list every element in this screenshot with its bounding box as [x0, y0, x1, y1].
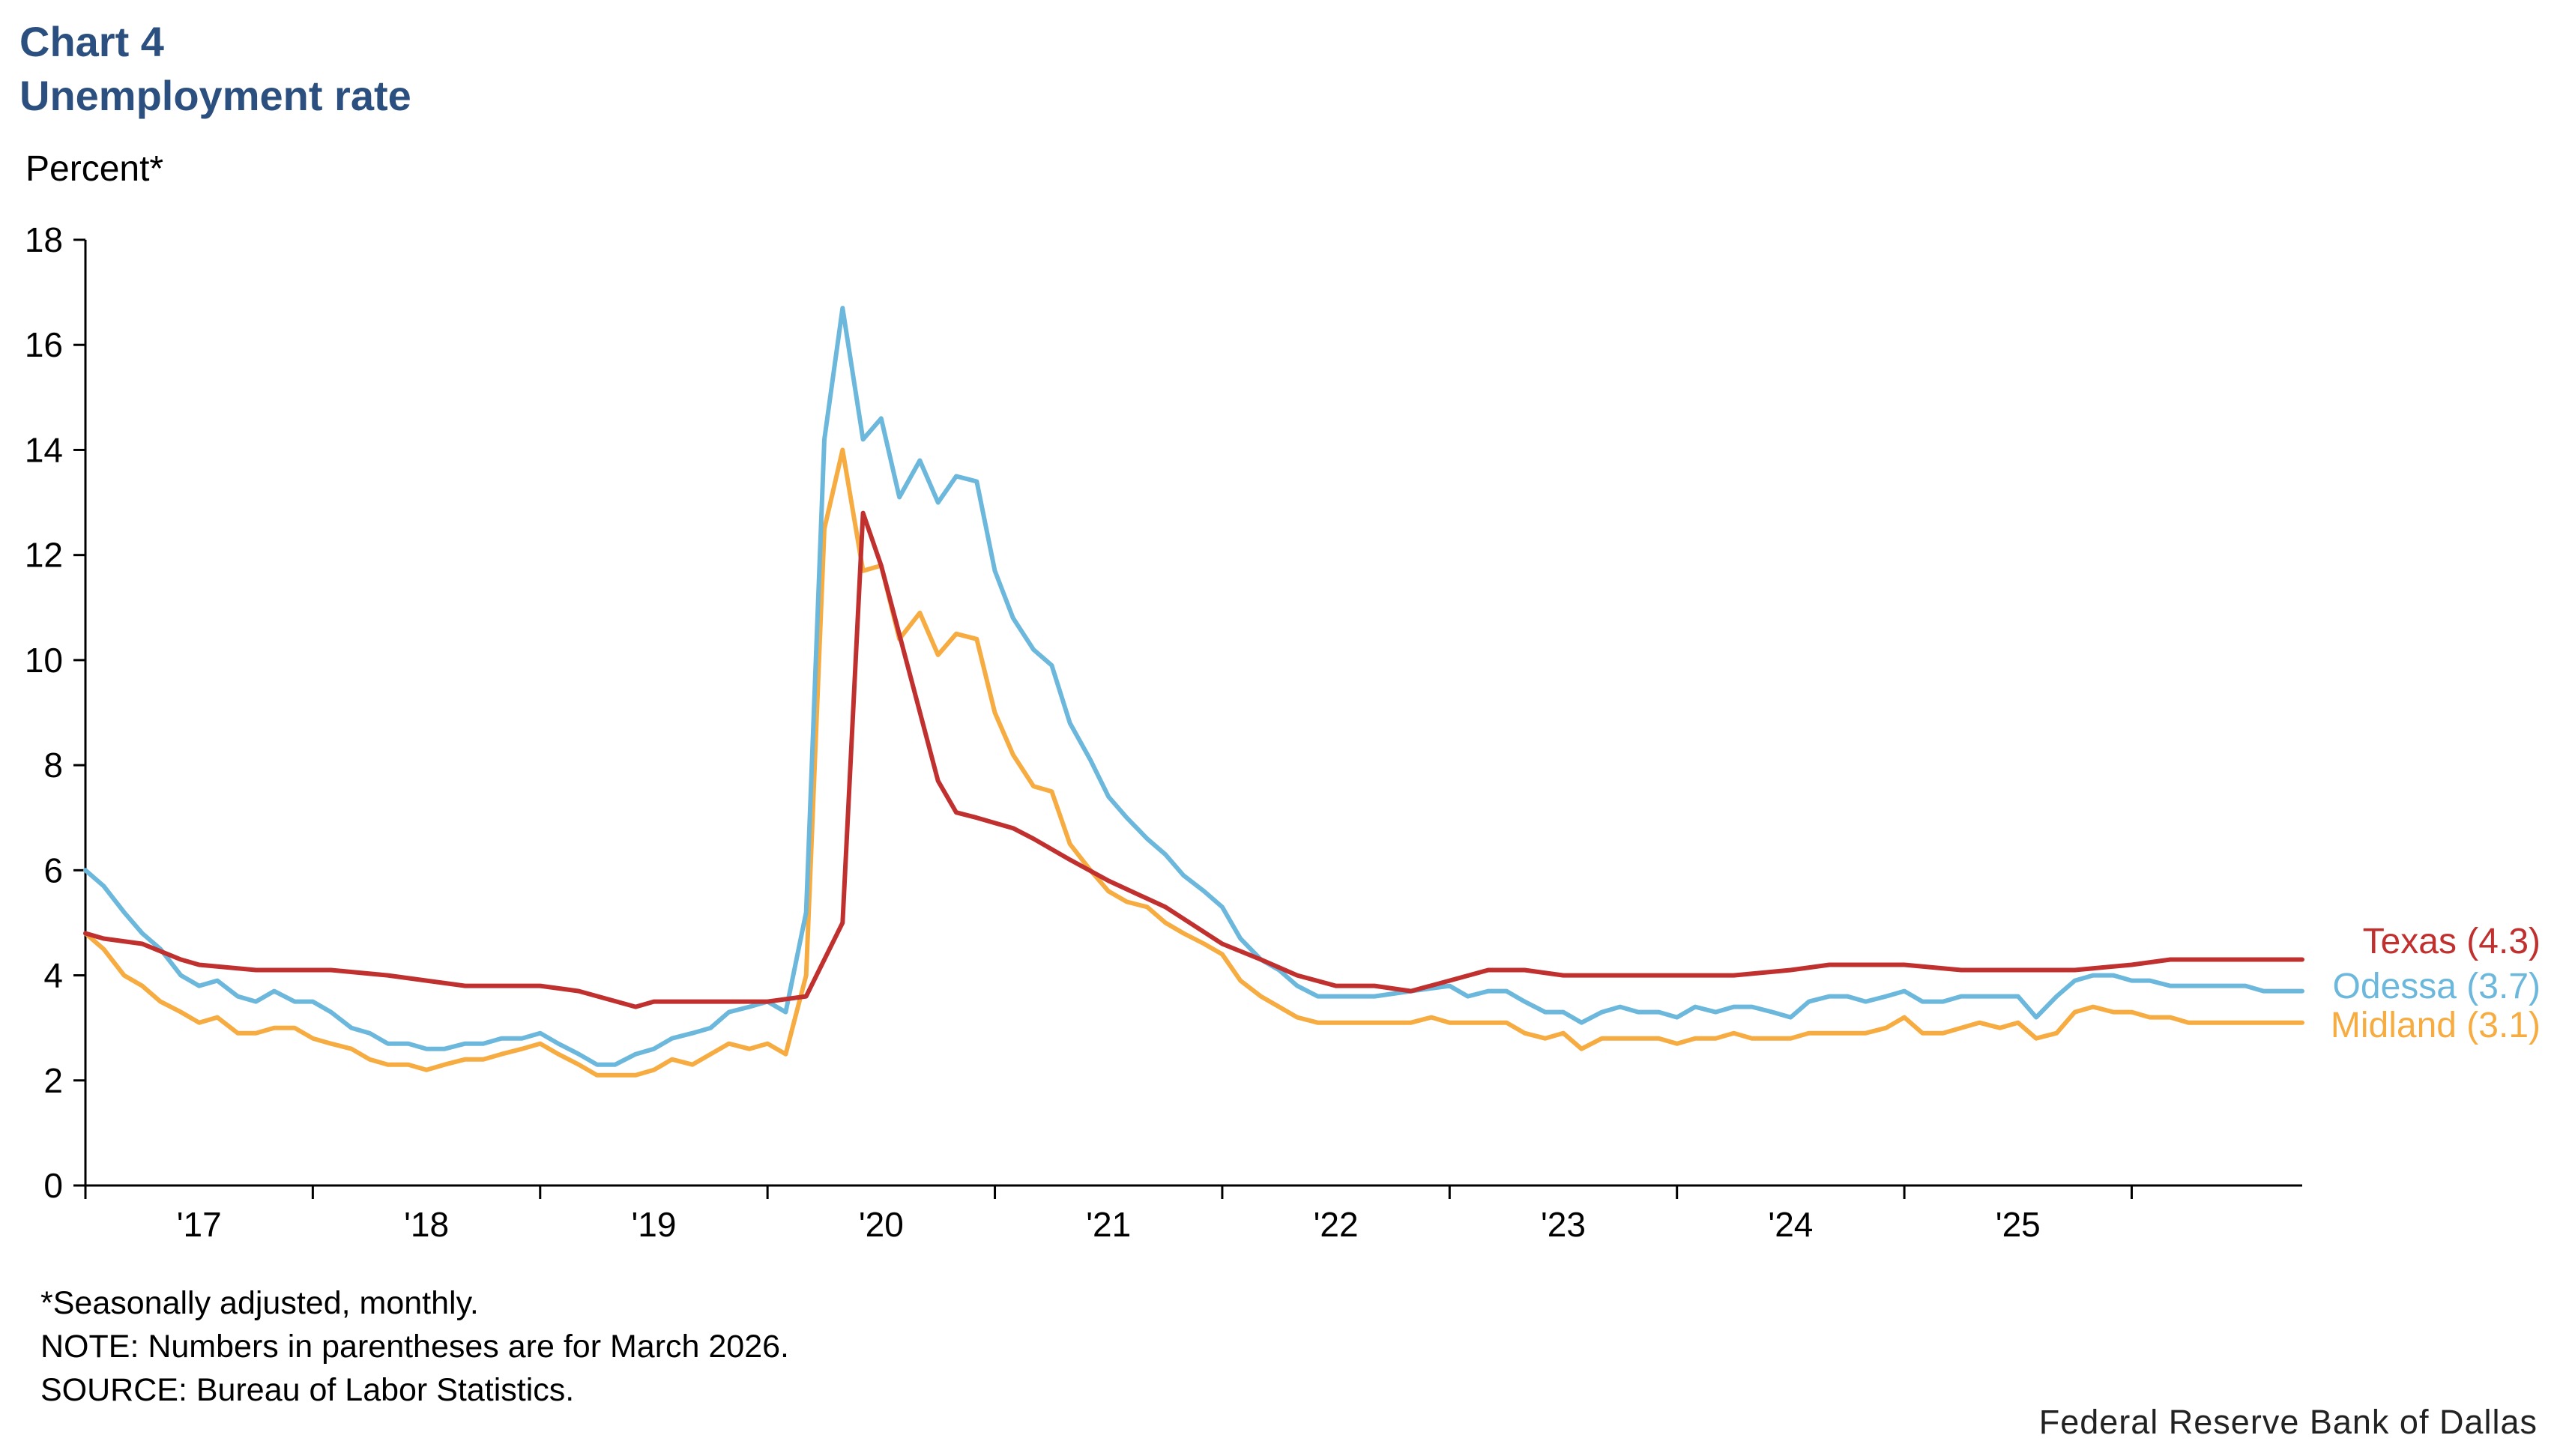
x-tick-label: '18 — [404, 1205, 449, 1244]
x-tick-label: '21 — [1086, 1205, 1131, 1244]
credit-line: Federal Reserve Bank of Dallas — [2038, 1403, 2538, 1441]
x-tick-label: '23 — [1541, 1205, 1586, 1244]
end-label-texas: Texas (4.3) — [2363, 922, 2541, 961]
line-chart: 0 2 4 6 8 10 12 14 16 18 '17 '18 '19 '20 '21 '22 '23 '24 '… — [25, 220, 2541, 1244]
y-tick-label: 12 — [25, 536, 63, 575]
y-tick-label: 2 — [43, 1061, 63, 1100]
y-tick-label: 6 — [43, 851, 63, 889]
footnote-seasonal: *Seasonally adjusted, monthly. — [40, 1285, 479, 1321]
y-axis-label: Percent* — [25, 149, 164, 189]
footnote-note: NOTE: Numbers in parentheses are for Mar… — [40, 1329, 789, 1365]
x-tick-label: '17 — [177, 1205, 222, 1244]
series-layer — [83, 306, 2304, 1078]
y-tick-label: 14 — [25, 430, 63, 469]
end-label-odessa: Odessa (3.7) — [2333, 967, 2541, 1006]
series-line-odessa — [83, 306, 2304, 1067]
end-labels: Texas (4.3) Odessa (3.7)Midland (3.1) — [2331, 922, 2541, 1045]
y-tick-label: 10 — [25, 641, 63, 680]
chart-axes: 0 2 4 6 8 10 12 14 16 18 '17 '18 '19 '20 '21 '22 '23 '24 '… — [25, 220, 2302, 1244]
y-tick-label: 16 — [25, 325, 63, 364]
x-tick-label: '25 — [1996, 1205, 2041, 1244]
x-tick-label: '20 — [859, 1205, 904, 1244]
chart-title: Unemployment rate — [19, 72, 411, 119]
series-line-midland — [83, 447, 2304, 1078]
y-tick-label: 4 — [43, 956, 63, 995]
y-tick-label: 8 — [43, 746, 63, 785]
series-line-texas — [83, 510, 2304, 1009]
x-tick-label: '24 — [1768, 1205, 1813, 1244]
footnote-source: SOURCE: Bureau of Labor Statistics. — [40, 1372, 575, 1408]
x-tick-label: '19 — [631, 1205, 676, 1244]
x-tick-label: '22 — [1314, 1205, 1359, 1244]
end-label-midland: Midland (3.1) — [2331, 1006, 2541, 1045]
y-tick-label: 0 — [43, 1166, 63, 1205]
y-tick-label: 18 — [25, 220, 63, 259]
chart-number: Chart 4 — [19, 18, 164, 65]
